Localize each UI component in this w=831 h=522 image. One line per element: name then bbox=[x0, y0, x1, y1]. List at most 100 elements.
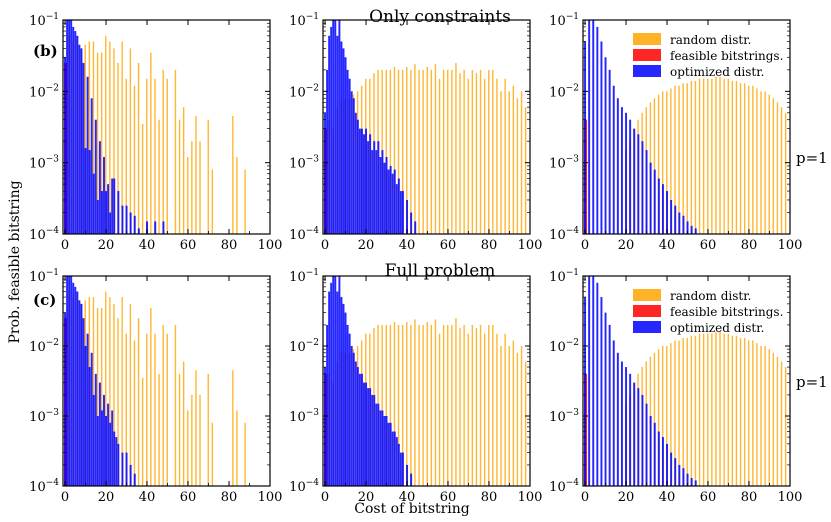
bar-optimized-distr bbox=[365, 382, 368, 486]
bar-optimized-distr bbox=[356, 367, 359, 486]
x-tick-label: 40 bbox=[659, 490, 676, 505]
bar-optimized-distr bbox=[352, 352, 355, 486]
legend-swatch bbox=[633, 33, 661, 45]
x-tick-label: 80 bbox=[741, 490, 758, 505]
x-tick-label: 0 bbox=[581, 490, 589, 505]
bar-random-distr bbox=[719, 76, 721, 234]
bar-random-distr bbox=[125, 78, 127, 234]
bar-random-distr bbox=[698, 78, 701, 234]
bar-optimized-distr bbox=[86, 76, 89, 234]
bar-random-distr bbox=[113, 48, 115, 234]
bar-random-distr bbox=[410, 324, 412, 486]
bar-optimized-distr bbox=[137, 228, 140, 234]
bar-random-distr bbox=[496, 78, 498, 234]
bar-random-distr bbox=[707, 78, 709, 234]
bar-optimized-distr bbox=[596, 26, 599, 234]
bar-random-distr bbox=[516, 98, 519, 234]
bar-optimized-distr bbox=[328, 35, 331, 234]
bar-optimized-distr bbox=[678, 464, 681, 486]
bar-random-distr bbox=[653, 98, 656, 234]
x-tick-label: 80 bbox=[741, 238, 758, 253]
bar-random-distr bbox=[500, 91, 502, 234]
bar-optimized-distr bbox=[678, 212, 681, 234]
bar-random-distr bbox=[397, 69, 400, 234]
bar-optimized-distr bbox=[84, 346, 87, 486]
bar-random-distr bbox=[129, 303, 132, 486]
bar-random-distr bbox=[92, 41, 95, 234]
x-axis-label: Cost of bitstring bbox=[354, 501, 470, 517]
bar-optimized-distr bbox=[690, 478, 693, 486]
bar-optimized-distr bbox=[649, 416, 652, 486]
bar-random-distr bbox=[422, 69, 424, 234]
bar-optimized-distr bbox=[70, 20, 73, 234]
y-tick-label: 10−1 bbox=[29, 12, 59, 29]
bar-optimized-distr bbox=[340, 41, 343, 234]
axes-frame bbox=[322, 275, 531, 487]
bar-random-distr bbox=[780, 107, 783, 234]
bar-optimized-distr bbox=[694, 480, 697, 486]
x-tick-label: 60 bbox=[700, 238, 717, 253]
bar-random-distr bbox=[162, 69, 164, 234]
bar-optimized-distr bbox=[381, 410, 384, 486]
bar-optimized-distr bbox=[406, 464, 409, 486]
bar-random-distr bbox=[690, 335, 693, 486]
bar-optimized-distr bbox=[600, 41, 603, 234]
bar-optimized-distr bbox=[387, 169, 390, 234]
x-tick-label: 40 bbox=[399, 238, 416, 253]
bar-optimized-distr bbox=[125, 205, 128, 234]
bar-random-distr bbox=[158, 373, 160, 486]
x-tick-label: 100 bbox=[518, 238, 543, 253]
bar-optimized-distr bbox=[332, 20, 335, 234]
y-tick-label: 10−2 bbox=[29, 338, 59, 355]
bar-optimized-distr bbox=[633, 382, 636, 486]
bar-optimized-distr bbox=[92, 394, 95, 486]
bar-optimized-distr bbox=[70, 276, 73, 486]
bar-random-distr bbox=[422, 324, 424, 486]
bar-optimized-distr bbox=[129, 212, 132, 234]
bars bbox=[324, 276, 527, 486]
bar-random-distr bbox=[166, 78, 168, 234]
x-tick-label: 80 bbox=[481, 238, 498, 253]
x-tick-label: 20 bbox=[358, 238, 375, 253]
bar-random-distr bbox=[743, 83, 746, 234]
bar-optimized-distr bbox=[354, 361, 357, 486]
bar-random-distr bbox=[389, 324, 392, 486]
bar-random-distr bbox=[137, 62, 140, 234]
x-tick-label: 20 bbox=[98, 238, 115, 253]
bar-optimized-distr bbox=[66, 276, 69, 486]
bar-random-distr bbox=[459, 328, 461, 486]
bar-random-distr bbox=[512, 340, 515, 486]
bar-optimized-distr bbox=[94, 119, 97, 234]
x-tick-label: 80 bbox=[221, 238, 238, 253]
bar-random-distr bbox=[463, 69, 465, 234]
bar-random-distr bbox=[496, 333, 498, 486]
bar-optimized-distr bbox=[100, 191, 103, 234]
bar-random-distr bbox=[109, 41, 111, 234]
bar-optimized-distr bbox=[109, 422, 112, 486]
bar-optimized-distr bbox=[154, 221, 157, 234]
bar-optimized-distr bbox=[375, 150, 378, 234]
axes-frame bbox=[582, 275, 791, 487]
bar-optimized-distr bbox=[348, 78, 351, 234]
bar-random-distr bbox=[232, 370, 234, 486]
bar-optimized-distr bbox=[82, 318, 85, 486]
bar-random-distr bbox=[707, 333, 709, 486]
bar-optimized-distr bbox=[111, 410, 114, 486]
legend-label: optimized distr. bbox=[670, 321, 764, 335]
bar-random-distr bbox=[133, 85, 136, 234]
legend-swatch bbox=[633, 305, 661, 317]
bar-optimized-distr bbox=[125, 452, 128, 486]
bar-random-distr bbox=[385, 324, 387, 486]
bar-random-distr bbox=[682, 83, 684, 234]
y-tick-label: 10−3 bbox=[549, 155, 579, 172]
bar-random-distr bbox=[666, 91, 668, 234]
bar-optimized-distr bbox=[84, 148, 87, 234]
row-title-b: Only constraints bbox=[369, 7, 511, 27]
bar-optimized-distr bbox=[360, 373, 363, 486]
bar-random-distr bbox=[244, 422, 246, 486]
panel-b-left: 0 20 40 60 80 100 10−4 10−3 10−2 10−1 bbox=[29, 12, 282, 253]
y-tick-label: 10−2 bbox=[549, 83, 579, 100]
bar-optimized-distr bbox=[379, 157, 382, 234]
bar-random-distr bbox=[748, 85, 750, 234]
